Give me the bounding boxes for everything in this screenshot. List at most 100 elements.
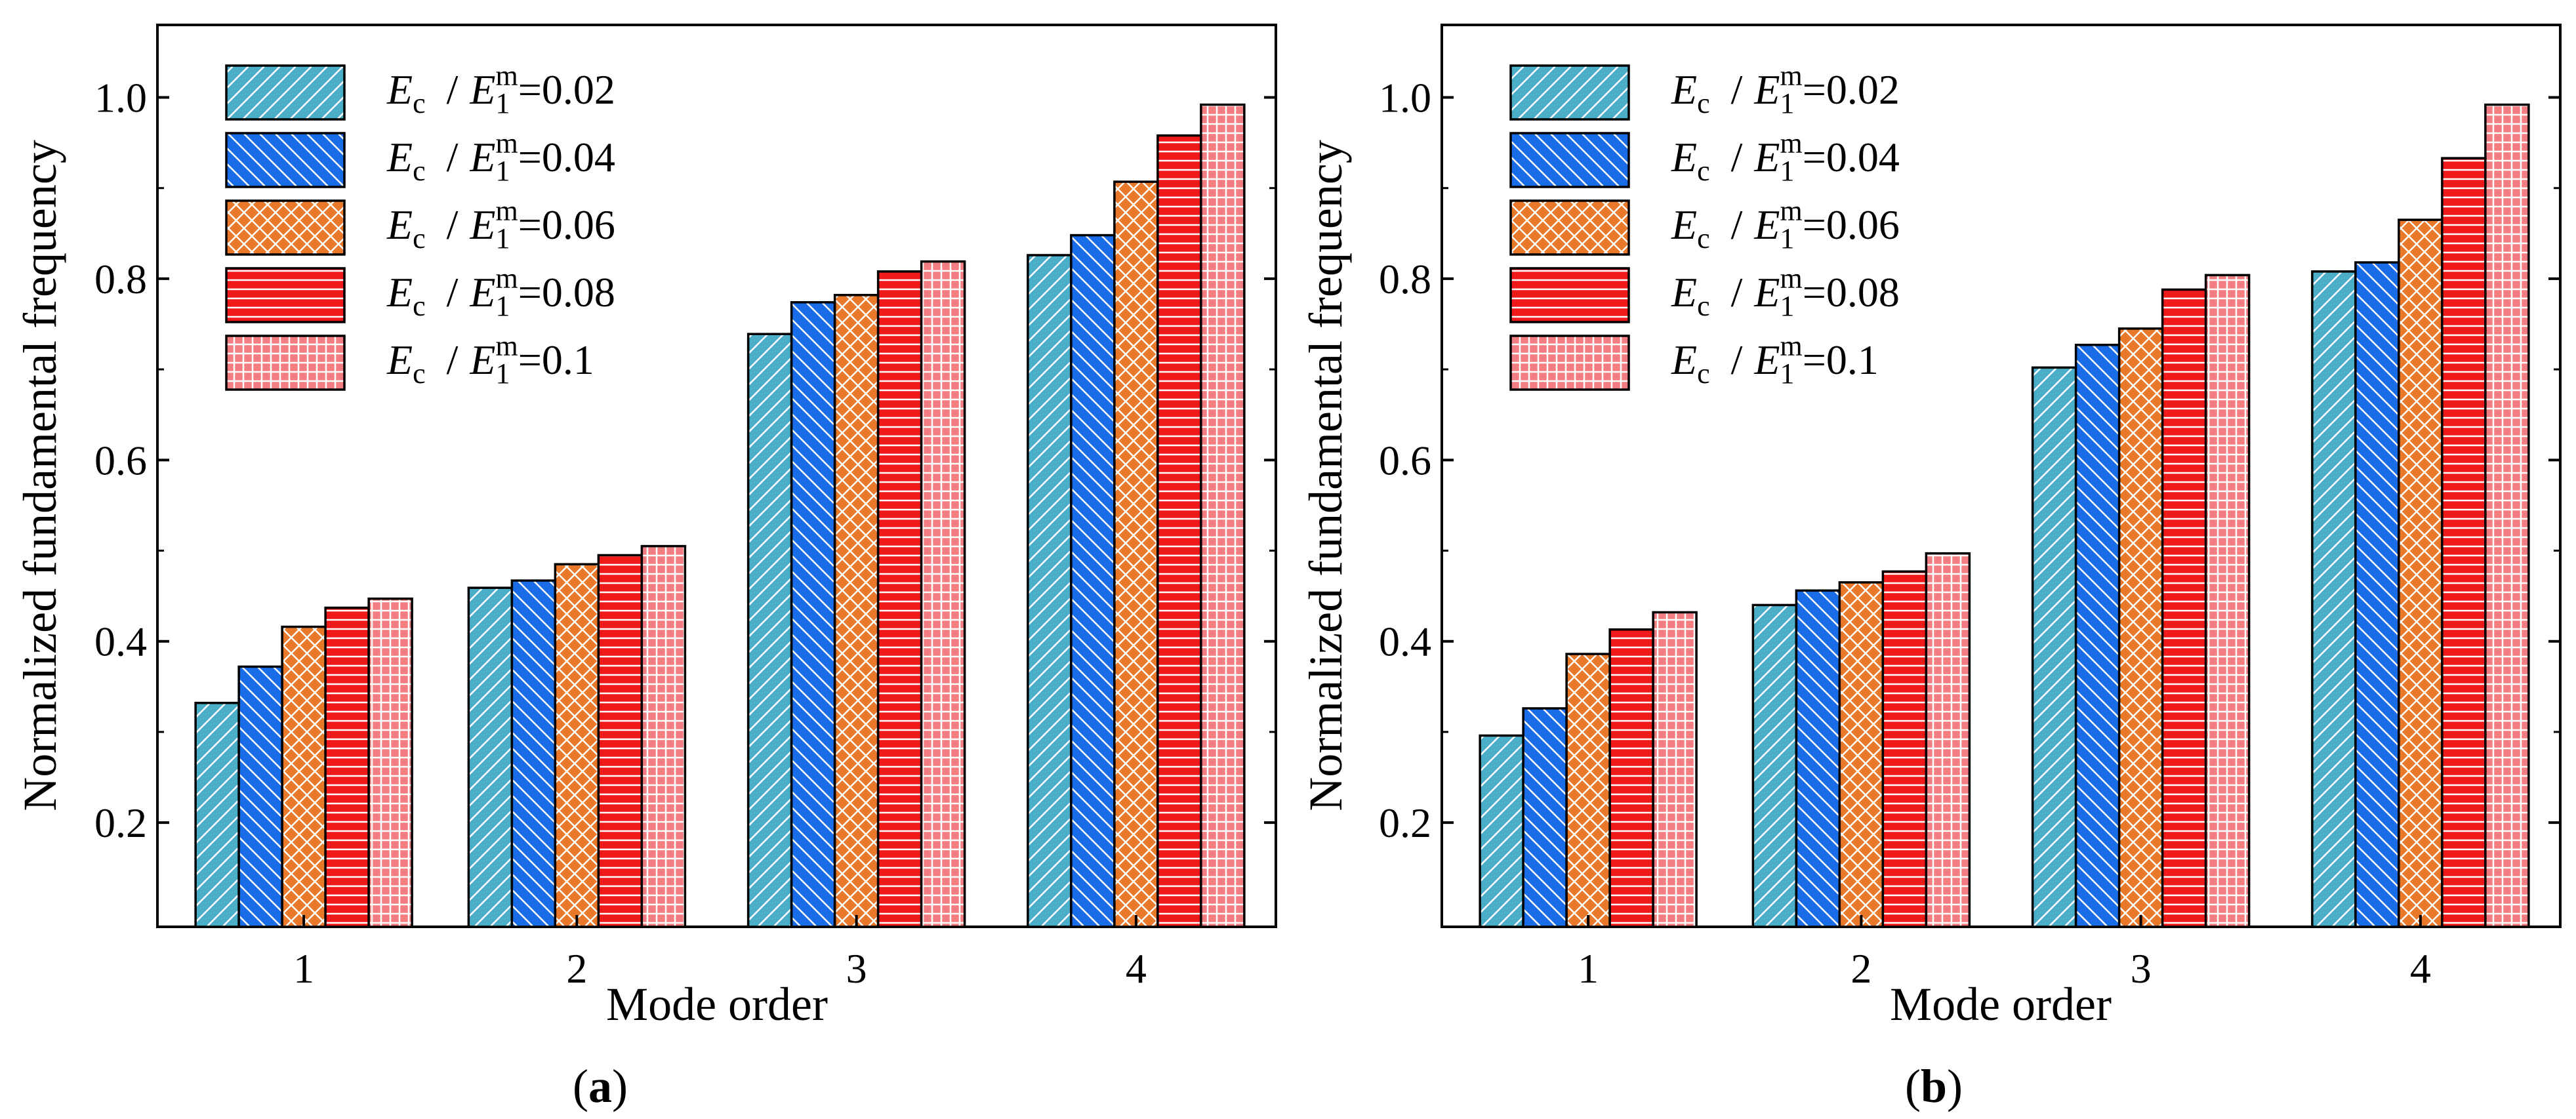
- legend-swatch: [225, 267, 346, 323]
- y-ticks-a: 0.2 0.4 0.6 0.8 1.0: [94, 75, 1276, 846]
- plot-frame-b: [1441, 24, 2562, 928]
- x-tick-label: 2: [566, 945, 587, 992]
- legend-label: Ec / E1m=0.08: [386, 262, 615, 322]
- legend-item: Ec / E1m=0.06: [1509, 195, 1900, 256]
- bar: [1479, 734, 1524, 928]
- bar: [1608, 628, 1654, 928]
- bar: [1522, 707, 1568, 928]
- legend-swatch: [225, 64, 346, 121]
- bar: [2354, 261, 2400, 928]
- x-axis-title-a: Mode order: [606, 978, 828, 1030]
- bar: [281, 625, 327, 928]
- legend-item: Ec / E1m=0.04: [1509, 127, 1900, 188]
- bar: [1070, 234, 1116, 928]
- bars-a: [194, 103, 1246, 928]
- bars-b: [1479, 103, 2530, 928]
- legend-swatch: [225, 199, 346, 256]
- legend-label: Ec / E1m=0.08: [1671, 262, 1900, 322]
- bar: [510, 579, 557, 928]
- x-tick-label: 1: [293, 945, 314, 992]
- bar: [2311, 270, 2357, 928]
- legend-swatch: [1509, 199, 1630, 256]
- legend-item: Ec / E1m=0.02: [225, 60, 615, 121]
- bar: [2398, 218, 2443, 928]
- legend-item: Ec / E1m=0.06: [225, 195, 615, 256]
- legend-item: Ec / E1m=0.1: [225, 330, 594, 391]
- bar: [2031, 366, 2077, 928]
- x-ticks-b: 1 2 3 4: [1578, 915, 2431, 992]
- legend-swatch: [1509, 267, 1630, 323]
- legend-item: Ec / E1m=0.02: [1509, 60, 1900, 121]
- legend-label: Ec / E1m=0.04: [386, 127, 615, 187]
- y-tick-label: 0.2: [1379, 800, 1431, 846]
- legend-item: Ec / E1m=0.04: [225, 127, 615, 188]
- bar: [833, 294, 880, 928]
- bar: [1881, 570, 1928, 928]
- legend-item: Ec / E1m=0.08: [225, 262, 615, 323]
- legend-swatch: [225, 132, 346, 188]
- bar: [640, 544, 687, 928]
- bar: [1925, 552, 1971, 928]
- legend-label: Ec / E1m=0.04: [1671, 127, 1900, 187]
- bar: [194, 701, 240, 928]
- y-tick-label: 0.6: [94, 437, 147, 483]
- bar: [1200, 103, 1246, 928]
- legend-label: Ec / E1m=0.02: [386, 60, 615, 119]
- y-tick-label: 0.4: [94, 619, 147, 665]
- legend-swatch: [1509, 64, 1630, 121]
- bar: [2484, 103, 2530, 928]
- bar: [237, 665, 283, 928]
- legend-label: Ec / E1m=0.06: [1671, 195, 1900, 254]
- bar: [920, 260, 966, 928]
- panel-a: 0.2 0.4 0.6 0.8 1.0 1 2 3 4 Normalized fundamen…: [14, 24, 1277, 1112]
- legend-item: Ec / E1m=0.08: [1509, 262, 1900, 323]
- x-tick-label: 4: [2410, 945, 2431, 992]
- bar: [1795, 589, 1841, 928]
- legend-swatch: [225, 335, 346, 391]
- x-tick-label: 3: [846, 945, 867, 992]
- bar: [597, 554, 644, 928]
- bar: [1027, 254, 1073, 928]
- panel-label-a: (a): [573, 1060, 628, 1112]
- bar: [1751, 603, 1798, 928]
- y-axis-title-b: Normalized fundamental frequency: [1299, 140, 1352, 811]
- legend-label: Ec / E1m=0.06: [386, 195, 615, 254]
- y-tick-label: 0.6: [1379, 437, 1431, 483]
- bar: [790, 301, 836, 928]
- x-tick-label: 4: [1126, 945, 1147, 992]
- bar: [2204, 274, 2251, 928]
- legend-label: Ec / E1m=0.1: [386, 330, 594, 390]
- bar: [2161, 288, 2207, 928]
- bar: [746, 333, 793, 928]
- y-ticks-b: 0.2 0.4 0.6 0.8 1.0: [1379, 75, 2560, 846]
- x-axis-title-b: Mode order: [1890, 978, 2112, 1030]
- legend-b: Ec / E1m=0.02 Ec / E1m=0.04 Ec / E1m=0.06 Ec / E1m=…: [1509, 60, 1900, 391]
- bar: [1565, 653, 1611, 928]
- bar: [2441, 157, 2487, 928]
- y-axis-title-a: Normalized fundamental frequency: [14, 140, 66, 811]
- legend-label: Ec / E1m=0.02: [1671, 60, 1900, 119]
- bar: [367, 597, 413, 928]
- x-tick-label: 1: [1578, 945, 1599, 992]
- plot-frame-a: [156, 24, 1277, 928]
- legend-swatch: [1509, 132, 1630, 188]
- bar: [876, 270, 923, 928]
- bar: [2074, 344, 2121, 928]
- y-tick-label: 0.8: [1379, 256, 1431, 302]
- legend-a: Ec / E1m=0.02 Ec / E1m=0.04 Ec / E1m=0.06 Ec / E1m=…: [225, 60, 615, 391]
- bar: [1652, 611, 1698, 928]
- panel-label-b: (b): [1905, 1060, 1963, 1112]
- y-tick-label: 0.2: [94, 800, 147, 846]
- bar: [467, 586, 514, 928]
- x-ticks-a: 1 2 3 4: [293, 915, 1147, 992]
- bar: [1156, 134, 1202, 928]
- legend-item: Ec / E1m=0.1: [1509, 330, 1879, 391]
- y-tick-label: 1.0: [1379, 75, 1431, 121]
- panel-b: 0.2 0.4 0.6 0.8 1.0 1 2 3 4 Normalized fundamen…: [1299, 24, 2562, 1112]
- bar: [324, 606, 370, 928]
- y-tick-label: 1.0: [94, 75, 147, 121]
- bar: [1838, 581, 1885, 928]
- bar: [1113, 180, 1159, 928]
- legend-swatch: [1509, 335, 1630, 391]
